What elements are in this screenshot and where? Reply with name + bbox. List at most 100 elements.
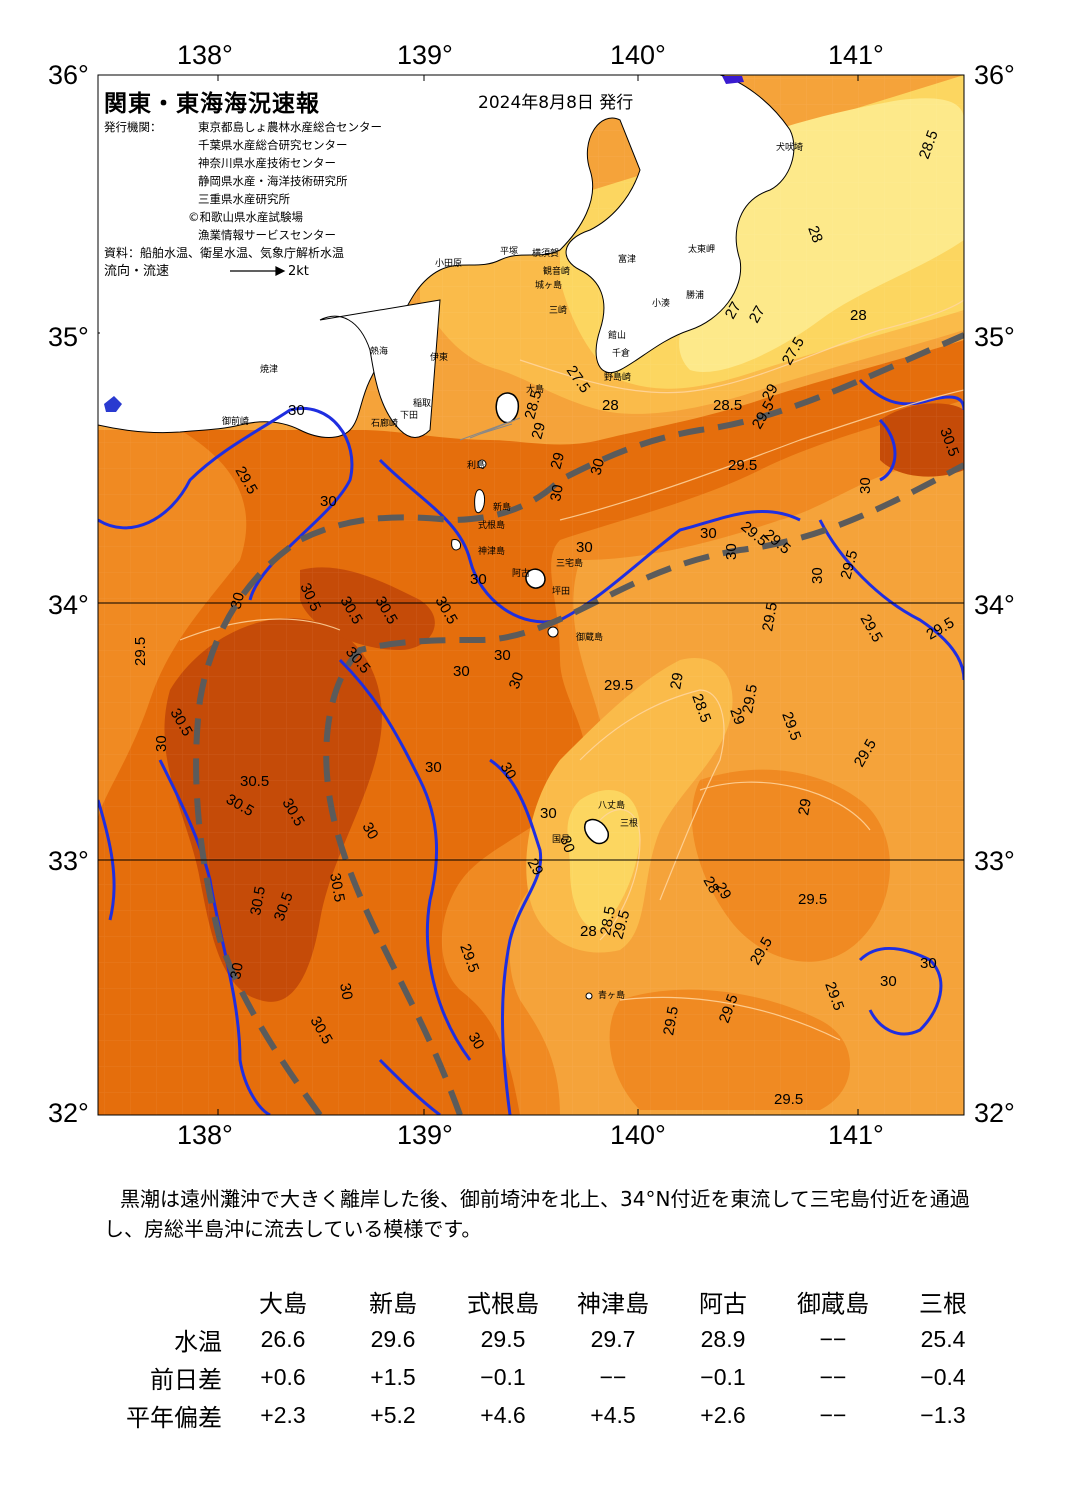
table-cell: +2.6 xyxy=(700,1401,746,1428)
table-cell: −− xyxy=(819,1401,847,1428)
svg-text:八丈島: 八丈島 xyxy=(598,799,625,811)
table-cell: +0.6 xyxy=(260,1363,306,1390)
table-cell: −1.3 xyxy=(920,1401,966,1428)
island-kozushima xyxy=(451,539,461,551)
lat-label-right-34: 34° xyxy=(974,590,1015,620)
issuer-item: 千葉県水産総合研究センター xyxy=(198,138,348,152)
isotherm-other-lines xyxy=(179,299,964,1041)
svg-text:29.5: 29.5 xyxy=(132,637,149,666)
svg-text:式根島: 式根島 xyxy=(478,519,505,531)
lon-label-top-139: 139° xyxy=(397,40,453,70)
issuers-label: 発行機関： xyxy=(104,120,162,134)
table-cell: −− xyxy=(819,1363,847,1390)
table-cell: 26.6 xyxy=(260,1325,306,1352)
station-header: 神津島 xyxy=(577,1290,649,1318)
table-cell: 28.9 xyxy=(700,1325,746,1352)
svg-text:29: 29 xyxy=(524,856,547,879)
svg-text:大島: 大島 xyxy=(526,383,544,395)
svg-text:28.5: 28.5 xyxy=(597,905,619,937)
svg-text:30: 30 xyxy=(920,955,937,972)
svg-text:利島: 利島 xyxy=(467,459,485,471)
svg-text:30: 30 xyxy=(465,1030,488,1053)
svg-text:28: 28 xyxy=(850,307,867,324)
island-aogashima xyxy=(585,992,593,1000)
lat-label-right-33: 33° xyxy=(974,846,1015,876)
issuer-item: 漁業情報サービスセンター xyxy=(198,228,336,242)
table-cell: 25.4 xyxy=(920,1325,966,1352)
svg-text:千倉: 千倉 xyxy=(612,347,630,359)
lat-label-left-33: 33° xyxy=(48,846,89,876)
isotherm-value-labels: 28.5 28 27 27 28 27.5 27.5 28 28.5 29 29… xyxy=(132,128,962,1108)
svg-text:30: 30 xyxy=(506,670,528,691)
svg-text:29.5: 29.5 xyxy=(609,908,633,941)
svg-text:28: 28 xyxy=(804,224,826,245)
place-name-labels: 犬吠埼 太東岬 勝浦 小湊 野島崎 千倉 館山 富津 横須賀 観音崎 城ヶ島 三… xyxy=(222,141,803,1001)
svg-text:30: 30 xyxy=(540,805,557,822)
svg-text:30: 30 xyxy=(556,834,578,855)
island-miyakejima xyxy=(525,568,546,589)
svg-text:30: 30 xyxy=(497,760,520,783)
island-oshima xyxy=(495,392,520,424)
island-hachijojima xyxy=(583,818,609,845)
svg-text:30: 30 xyxy=(227,961,247,980)
svg-text:29.5: 29.5 xyxy=(604,677,633,694)
table-cell: +1.5 xyxy=(370,1363,416,1390)
map-title: 関東・東海海況速報 xyxy=(104,91,320,117)
svg-text:30: 30 xyxy=(288,402,305,419)
svg-text:29: 29 xyxy=(712,880,735,903)
table-cell: 29.7 xyxy=(590,1325,636,1352)
svg-text:館山: 館山 xyxy=(608,329,626,341)
svg-text:小湊: 小湊 xyxy=(652,297,670,309)
svg-text:29: 29 xyxy=(759,381,782,404)
svg-text:29.5: 29.5 xyxy=(798,891,827,908)
svg-text:30: 30 xyxy=(320,493,337,510)
svg-text:三崎: 三崎 xyxy=(549,304,567,316)
svg-text:勝浦: 勝浦 xyxy=(686,289,704,301)
svg-text:30: 30 xyxy=(453,663,470,680)
svg-text:新島: 新島 xyxy=(493,501,511,513)
svg-text:30.5: 30.5 xyxy=(240,773,269,790)
svg-text:29.5: 29.5 xyxy=(759,601,781,633)
lon-label-top-138: 138° xyxy=(177,40,233,70)
svg-text:29: 29 xyxy=(795,797,815,816)
issuer-item: ©和歌山県水産試験場 xyxy=(188,210,303,224)
lon-label-bottom-141: 141° xyxy=(828,1120,884,1150)
table-cell: −− xyxy=(819,1325,847,1352)
svg-text:熱海: 熱海 xyxy=(370,345,388,357)
svg-text:29: 29 xyxy=(528,421,549,442)
land-izu xyxy=(319,299,441,438)
flow-scale-arrow xyxy=(230,266,286,276)
svg-text:神津島: 神津島 xyxy=(478,545,505,557)
issuer-item: 静岡県水産・海洋技術研究所 xyxy=(198,174,348,188)
table-row: 平年偏差 +2.3 +5.2 +4.6 +4.5 +2.6 −− −1.3 xyxy=(88,1396,998,1434)
svg-text:30: 30 xyxy=(547,483,567,502)
station-header: 式根島 xyxy=(467,1290,539,1318)
flow-scale-label: 2kt xyxy=(288,264,309,279)
svg-text:30: 30 xyxy=(857,477,874,494)
table-cell: −0.1 xyxy=(700,1363,746,1390)
table-cell: +4.5 xyxy=(590,1401,636,1428)
lon-label-bottom-140: 140° xyxy=(610,1120,666,1150)
table-row: 水温 26.6 29.6 29.5 29.7 28.9 −− 25.4 xyxy=(88,1320,998,1358)
svg-text:焼津: 焼津 xyxy=(260,364,278,375)
flow-legend-label: 流向・流速 xyxy=(104,264,170,279)
svg-text:御蔵島: 御蔵島 xyxy=(576,631,603,643)
svg-text:29: 29 xyxy=(726,706,748,727)
lat-label-right-32: 32° xyxy=(974,1098,1015,1128)
svg-text:平塚: 平塚 xyxy=(500,246,518,257)
svg-text:稲取: 稲取 xyxy=(413,397,431,409)
issuer-item: 東京都島しょ農林水産総合センター xyxy=(198,120,382,134)
row-label: 平年偏差 xyxy=(126,1404,222,1432)
svg-text:28: 28 xyxy=(580,923,597,940)
svg-text:27: 27 xyxy=(746,303,769,326)
svg-text:30.5: 30.5 xyxy=(326,872,348,904)
svg-text:三宅島: 三宅島 xyxy=(556,557,583,569)
svg-text:30: 30 xyxy=(153,735,170,752)
lat-label-left-35: 35° xyxy=(48,322,89,352)
table-cell: −0.1 xyxy=(480,1363,526,1390)
table-cell: 29.5 xyxy=(480,1325,526,1352)
svg-text:太東岬: 太東岬 xyxy=(688,243,715,255)
station-header: 新島 xyxy=(369,1290,417,1318)
lat-label-left-34: 34° xyxy=(48,590,89,620)
svg-text:野島崎: 野島崎 xyxy=(604,371,631,383)
